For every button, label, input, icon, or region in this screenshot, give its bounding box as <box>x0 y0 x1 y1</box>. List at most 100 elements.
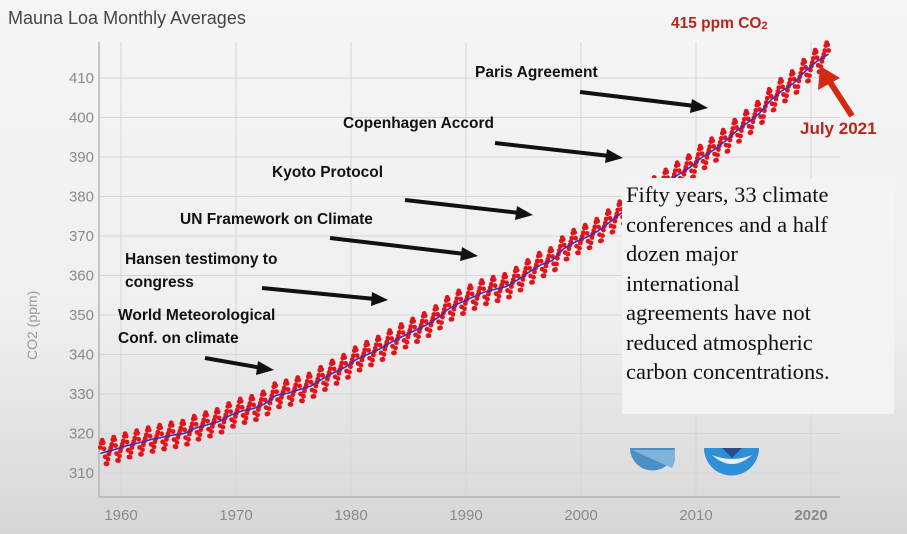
monthly-point <box>553 267 558 272</box>
monthly-point <box>427 328 433 333</box>
monthly-point <box>204 412 210 418</box>
monthly-point <box>220 424 226 430</box>
chart-title: Mauna Loa Monthly Averages <box>8 8 246 28</box>
monthly-point <box>761 114 766 119</box>
monthly-point <box>451 306 457 312</box>
monthly-point <box>348 364 353 370</box>
monthly-point <box>334 380 340 386</box>
x-tick-label: 1990 <box>449 507 482 524</box>
monthly-point <box>320 372 325 378</box>
x-tick-label: 2020 <box>794 507 827 524</box>
monthly-point <box>745 116 751 122</box>
monthly-point <box>520 277 526 282</box>
monthly-point <box>219 429 225 435</box>
monthly-point <box>738 133 743 139</box>
monthly-point <box>288 402 294 407</box>
monthly-point <box>737 138 742 144</box>
monthly-point <box>711 144 716 149</box>
monthly-point <box>166 427 172 433</box>
monthly-point <box>381 352 387 357</box>
monthly-point <box>109 441 115 447</box>
monthly-point <box>591 228 597 233</box>
monthly-point <box>772 102 778 107</box>
monthly-point <box>615 207 621 213</box>
annotation-label: Hansen testimony to <box>125 251 277 268</box>
monthly-point <box>435 311 440 317</box>
monthly-point <box>477 285 483 291</box>
monthly-point <box>155 429 161 435</box>
monthly-point <box>277 404 282 410</box>
monthly-point <box>473 301 479 306</box>
monthly-point <box>389 336 394 341</box>
monthly-point <box>266 406 272 411</box>
callout-date: July 2021 <box>800 119 877 138</box>
monthly-point <box>771 107 777 113</box>
monthly-point <box>274 389 279 394</box>
monthly-point <box>327 366 333 371</box>
monthly-point <box>373 342 379 347</box>
monthly-point <box>554 261 559 267</box>
monthly-point <box>369 362 374 368</box>
monthly-point <box>399 324 405 330</box>
monthly-point <box>104 461 110 467</box>
callout-arrowhead-icon <box>818 66 840 90</box>
monthly-point <box>566 246 572 252</box>
monthly-point <box>702 165 708 171</box>
monthly-point <box>186 437 191 442</box>
monthly-point <box>419 318 425 324</box>
monthly-point <box>289 397 295 403</box>
monthly-point <box>783 98 788 104</box>
monthly-point <box>511 273 517 279</box>
monthly-point <box>254 417 259 422</box>
arrowhead-icon <box>605 149 623 163</box>
arrowhead-icon <box>371 292 388 306</box>
monthly-point <box>463 301 468 306</box>
monthly-point <box>508 289 513 295</box>
arrow-line <box>404 198 521 215</box>
annotation-label: UN Framework on Climate <box>180 211 373 228</box>
monthly-point <box>342 355 348 360</box>
monthly-point <box>393 345 398 351</box>
monthly-point <box>588 240 594 246</box>
textbox-line: conferences and a half <box>626 211 828 237</box>
monthly-point <box>197 432 203 438</box>
monthly-point <box>601 227 606 233</box>
monthly-point <box>273 383 279 389</box>
annotation-wmo: World Meteorological Conf. on climate <box>118 307 275 375</box>
monthly-point <box>446 302 452 308</box>
monthly-point <box>174 440 180 445</box>
annotation-label: Copenhagen Accord <box>343 115 494 132</box>
monthly-point <box>718 135 724 141</box>
monthly-point <box>323 387 328 392</box>
y-tick-label: 340 <box>69 347 94 364</box>
monthly-point <box>518 287 524 293</box>
monthly-point <box>330 360 336 366</box>
monthly-point <box>192 416 198 421</box>
monthly-point <box>578 240 583 246</box>
monthly-point <box>611 224 617 230</box>
monthly-point <box>124 439 130 445</box>
monthly-point <box>101 446 107 452</box>
monthly-point <box>201 417 207 423</box>
monthly-point <box>404 339 410 345</box>
monthly-point <box>185 441 190 447</box>
monthly-point <box>610 229 616 235</box>
arrow-line <box>579 90 696 108</box>
monthly-point <box>208 433 213 439</box>
monthly-point <box>188 424 194 430</box>
monthly-point <box>366 348 371 353</box>
monthly-point <box>509 284 514 290</box>
monthly-point <box>438 325 443 331</box>
monthly-point <box>776 85 782 90</box>
monthly-point <box>128 450 134 455</box>
monthly-point <box>474 296 480 301</box>
monthly-point <box>382 346 388 352</box>
monthly-point <box>228 409 234 414</box>
monthly-point <box>308 379 314 385</box>
arrow-line <box>329 236 466 256</box>
monthly-point <box>123 433 129 439</box>
monthly-point <box>339 360 345 366</box>
monthly-point <box>105 456 111 462</box>
textbox-line: reduced atmospheric <box>626 329 813 355</box>
arrow-line <box>261 286 376 301</box>
